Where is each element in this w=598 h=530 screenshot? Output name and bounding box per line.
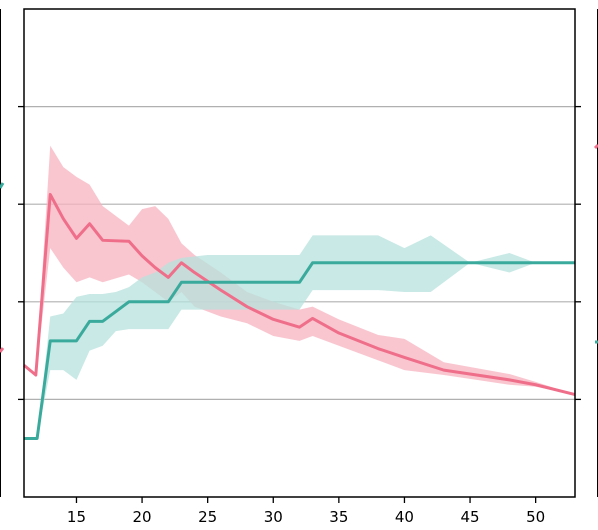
x-tick-label: 35 [329,508,348,526]
confidence-bands [24,145,575,439]
confidence-band-1 [24,145,575,395]
x-tick-label: 40 [395,508,414,526]
plot-frame [23,8,576,498]
left-neighbor-panel-edge [0,9,5,497]
confidence-band-2 [24,235,575,439]
x-tick-label: 15 [67,508,86,526]
x-tick-label: 50 [526,508,545,526]
x-tick-label: 25 [198,508,217,526]
x-tick-label: 45 [461,508,480,526]
x-axis-ticks: 15 20 25 30 35 40 45 50 [67,497,545,526]
y-axis-ticks [18,105,581,401]
x-tick-label: 20 [133,508,152,526]
left-panel-line-fragment [0,182,5,189]
left-panel-line-fragment [0,347,5,353]
series-line-2 [24,261,575,440]
gridlines [24,105,575,400]
series-lines [23,192,576,440]
x-tick-label: 30 [264,508,283,526]
series-line-1 [23,192,576,396]
